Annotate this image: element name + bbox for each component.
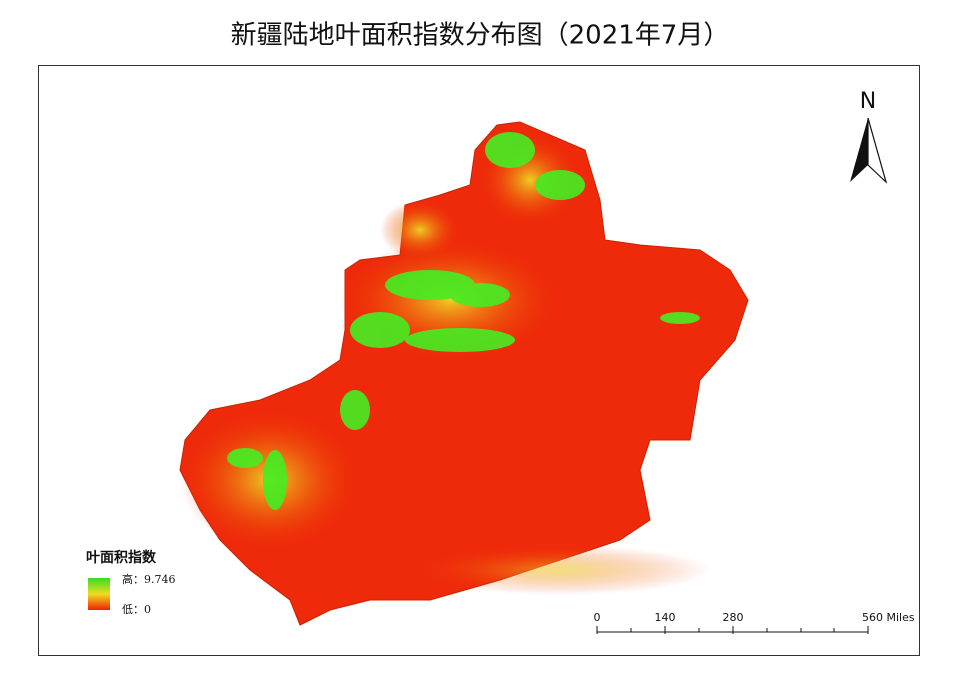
scale-bar xyxy=(596,626,869,634)
map-title: 新疆陆地叶面积指数分布图（2021年7月） xyxy=(231,21,730,51)
north-label: N xyxy=(860,89,876,114)
north-arrow-right xyxy=(867,117,888,184)
north-arrow-left xyxy=(850,118,868,182)
scale-label: 140 xyxy=(655,611,676,624)
scale-label: 560 Miles xyxy=(862,611,915,624)
legend-high: 高：9.746 xyxy=(122,572,176,586)
legend-title: 叶面积指数 xyxy=(86,549,157,566)
map-frame xyxy=(38,65,920,656)
region-map xyxy=(179,121,749,626)
scale-label: 280 xyxy=(723,611,744,624)
legend-ramp xyxy=(88,578,110,610)
scale-label: 0 xyxy=(594,611,601,624)
legend-low: 低：0 xyxy=(122,603,151,616)
